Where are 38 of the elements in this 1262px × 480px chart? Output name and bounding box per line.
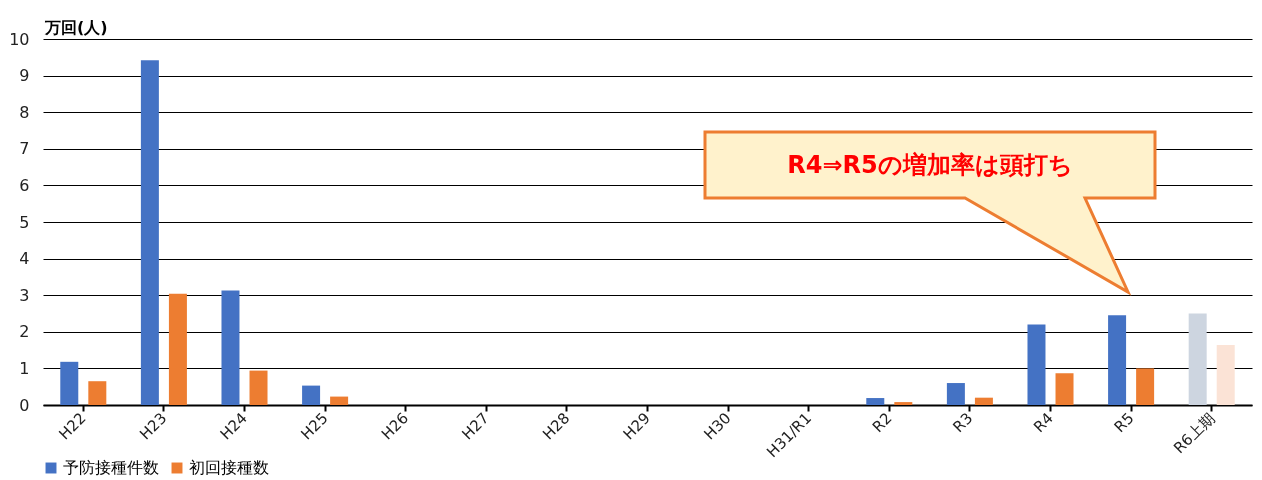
y-tick-label: 6 — [19, 175, 30, 195]
bar — [330, 396, 349, 405]
bar — [1108, 315, 1127, 405]
y-tick-label: 1 — [19, 358, 30, 378]
bar — [221, 290, 240, 405]
y-tick-label: 10 — [9, 29, 30, 49]
y-tick-label: 9 — [19, 66, 30, 86]
bar — [88, 381, 107, 405]
bar — [249, 370, 268, 405]
legend-label: 予防接種件数 — [63, 458, 159, 477]
annotation: R4⇒R5の増加率は頭打ち — [787, 151, 1073, 179]
bar — [866, 398, 885, 405]
x-tick-label: R3 — [949, 409, 977, 436]
x-tick-label: R2 — [868, 409, 896, 436]
y-tick-label: 7 — [19, 139, 30, 159]
bar — [946, 383, 965, 405]
x-tick-label: R5 — [1110, 409, 1138, 436]
bar — [1055, 373, 1074, 405]
bar — [60, 361, 79, 405]
y-tick-label: 0 — [19, 395, 30, 415]
bar — [1136, 368, 1155, 405]
x-tick-label: R4 — [1030, 409, 1057, 436]
y-tick-label: 2 — [19, 322, 30, 342]
y-tick-label: 5 — [19, 212, 30, 232]
bar — [974, 397, 993, 405]
bar — [1188, 313, 1207, 405]
y-tick-label: 8 — [19, 102, 30, 122]
legend-label: 初回接種数 — [189, 458, 269, 477]
y-tick-label: 4 — [19, 249, 30, 269]
bar — [1216, 344, 1235, 405]
x-tick-label: R6上期 — [1170, 409, 1219, 458]
bar — [894, 402, 913, 405]
bar — [1027, 324, 1046, 405]
bar — [168, 293, 187, 405]
y-tick-label: 3 — [19, 285, 30, 305]
y-axis-title: 万回(人) — [44, 18, 108, 37]
bar — [140, 60, 159, 405]
bar — [302, 385, 321, 405]
